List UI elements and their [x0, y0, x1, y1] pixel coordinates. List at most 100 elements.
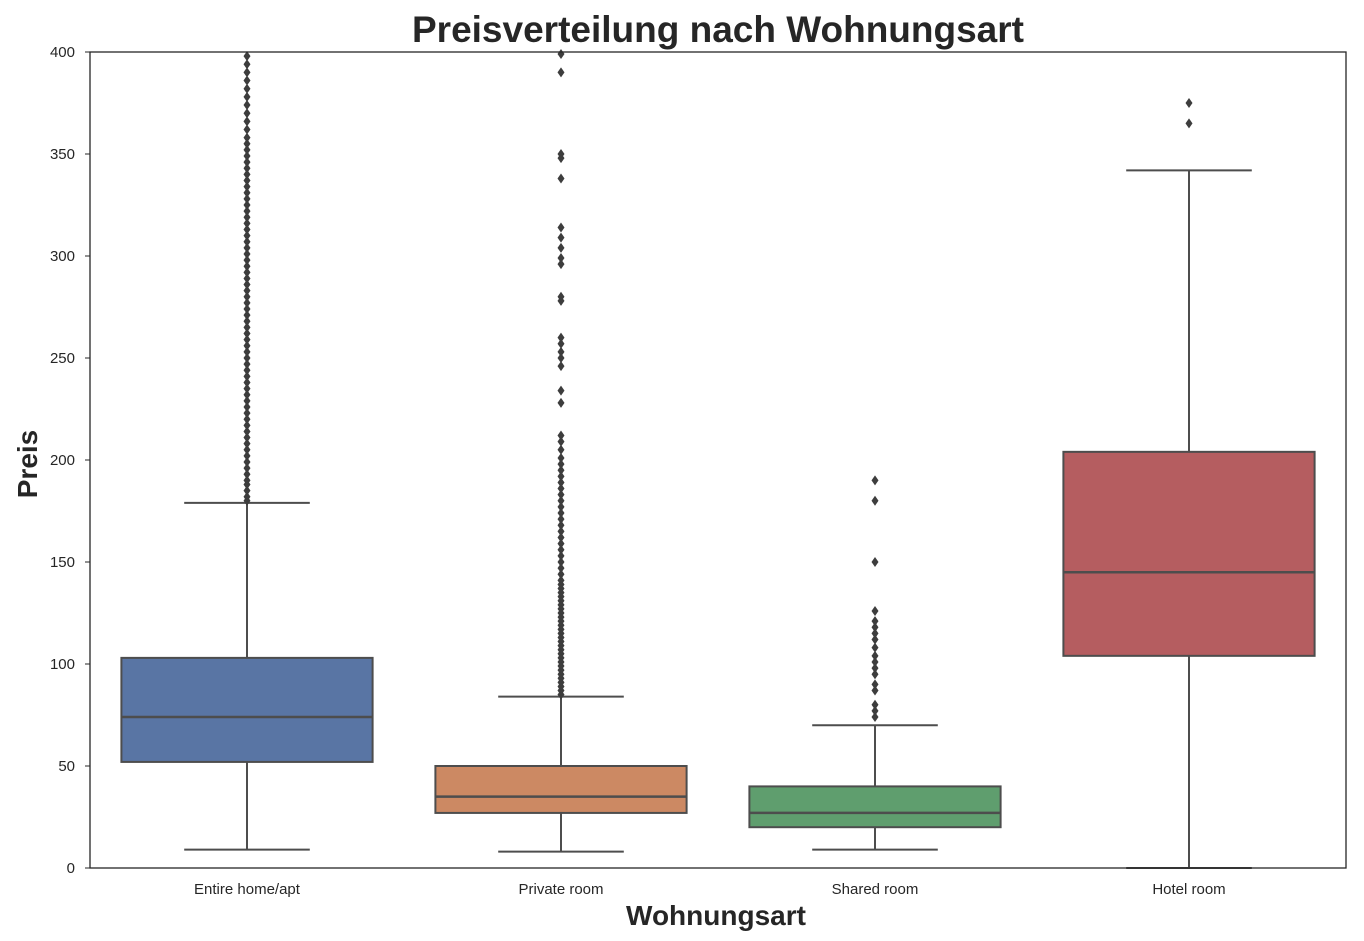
- outlier-point: [871, 628, 879, 639]
- outlier-point: [243, 485, 251, 496]
- outlier-point: [557, 67, 565, 78]
- outlier-point: [243, 181, 251, 192]
- outlier-point: [557, 544, 565, 555]
- outlier-point: [557, 338, 565, 349]
- outlier-point: [557, 550, 565, 561]
- outlier-point: [557, 495, 565, 506]
- outlier-point: [557, 222, 565, 233]
- chart-title: Preisverteilung nach Wohnungsart: [412, 9, 1024, 50]
- outlier-point: [557, 483, 565, 494]
- outlier-point: [243, 261, 251, 272]
- outlier-point: [557, 575, 565, 586]
- outlier-point: [243, 218, 251, 229]
- outlier-point: [557, 149, 565, 159]
- outlier-point: [243, 163, 251, 174]
- outlier-point: [243, 371, 251, 382]
- boxes-group: [120, 49, 1316, 869]
- outlier-point: [243, 132, 251, 143]
- outlier-point: [243, 377, 251, 388]
- outlier-point: [557, 253, 565, 264]
- outlier-point: [557, 526, 565, 537]
- outlier-point: [243, 242, 251, 253]
- outlier-point: [871, 622, 879, 633]
- outlier-point: [557, 471, 565, 482]
- iqr-box: [434, 765, 688, 814]
- outlier-point: [557, 173, 565, 184]
- outlier-point: [243, 51, 251, 62]
- outlier-point: [243, 340, 251, 351]
- outlier-point: [243, 200, 251, 210]
- outlier-point: [1185, 118, 1193, 129]
- outlier-point: [871, 705, 879, 716]
- outlier-point: [243, 420, 251, 431]
- outlier-point: [243, 444, 251, 455]
- y-tick-label: 150: [50, 554, 75, 571]
- outlier-point: [243, 475, 251, 486]
- x-tick-label: Hotel room: [1152, 881, 1225, 898]
- y-tick-label: 200: [50, 452, 75, 469]
- outlier-point: [243, 91, 251, 102]
- outlier-point: [243, 100, 251, 111]
- outlier-point: [557, 557, 565, 567]
- outlier-point: [557, 436, 565, 447]
- outlier-point: [557, 459, 565, 470]
- iqr-box: [1062, 450, 1316, 657]
- x-tick-label: Private room: [518, 881, 603, 898]
- outlier-point: [243, 212, 251, 223]
- outlier-point: [871, 669, 879, 680]
- outlier-point: [557, 508, 565, 519]
- iqr-box: [120, 656, 374, 763]
- outlier-point: [243, 310, 251, 321]
- outlier-point: [243, 334, 251, 345]
- outlier-point: [243, 175, 251, 186]
- outlier-point: [243, 187, 251, 198]
- outlier-point: [243, 426, 251, 437]
- outlier-point: [243, 138, 251, 149]
- outlier-point: [243, 248, 251, 259]
- y-tick-label: 300: [50, 248, 75, 265]
- outlier-point: [871, 685, 879, 696]
- outlier-point: [243, 491, 251, 502]
- box-private-room: [434, 49, 688, 853]
- outlier-point: [557, 563, 565, 574]
- box-shared-room: [748, 475, 1002, 851]
- outlier-point: [243, 108, 251, 119]
- outlier-point: [557, 569, 565, 580]
- outlier-point: [243, 75, 251, 86]
- outlier-point: [1185, 98, 1193, 108]
- outlier-point: [243, 432, 251, 443]
- outlier-point: [243, 206, 251, 217]
- outlier-point: [243, 463, 251, 474]
- y-tick-label: 50: [58, 758, 75, 775]
- outlier-point: [871, 642, 879, 653]
- outlier-point: [243, 401, 251, 412]
- outlier-point: [243, 157, 251, 168]
- outlier-point: [243, 169, 251, 180]
- outlier-point: [557, 430, 565, 441]
- outlier-point: [243, 273, 251, 284]
- outlier-point: [243, 291, 251, 302]
- x-axis-label: Wohnungsart: [626, 900, 806, 931]
- outlier-point: [871, 679, 879, 690]
- outlier-point: [871, 650, 879, 661]
- outlier-point: [243, 236, 251, 247]
- outlier-point: [243, 359, 251, 370]
- outlier-point: [243, 346, 251, 357]
- outlier-point: [243, 297, 251, 308]
- outlier-point: [243, 316, 251, 327]
- outlier-point: [243, 193, 251, 204]
- outlier-point: [243, 389, 251, 400]
- outlier-point: [557, 346, 565, 357]
- outlier-point: [243, 322, 251, 333]
- outlier-point: [871, 663, 879, 674]
- outlier-point: [243, 83, 251, 94]
- outlier-point: [557, 501, 565, 512]
- outlier-point: [557, 477, 565, 488]
- y-axis-label: Preis: [12, 430, 43, 499]
- x-tick-label: Entire home/apt: [194, 881, 301, 898]
- x-axis-ticks: Entire home/apt Private room Shared room Ho…: [194, 881, 1226, 898]
- outlier-point: [557, 49, 565, 60]
- outlier-point: [557, 444, 565, 455]
- box-hotel-room: [1062, 98, 1316, 869]
